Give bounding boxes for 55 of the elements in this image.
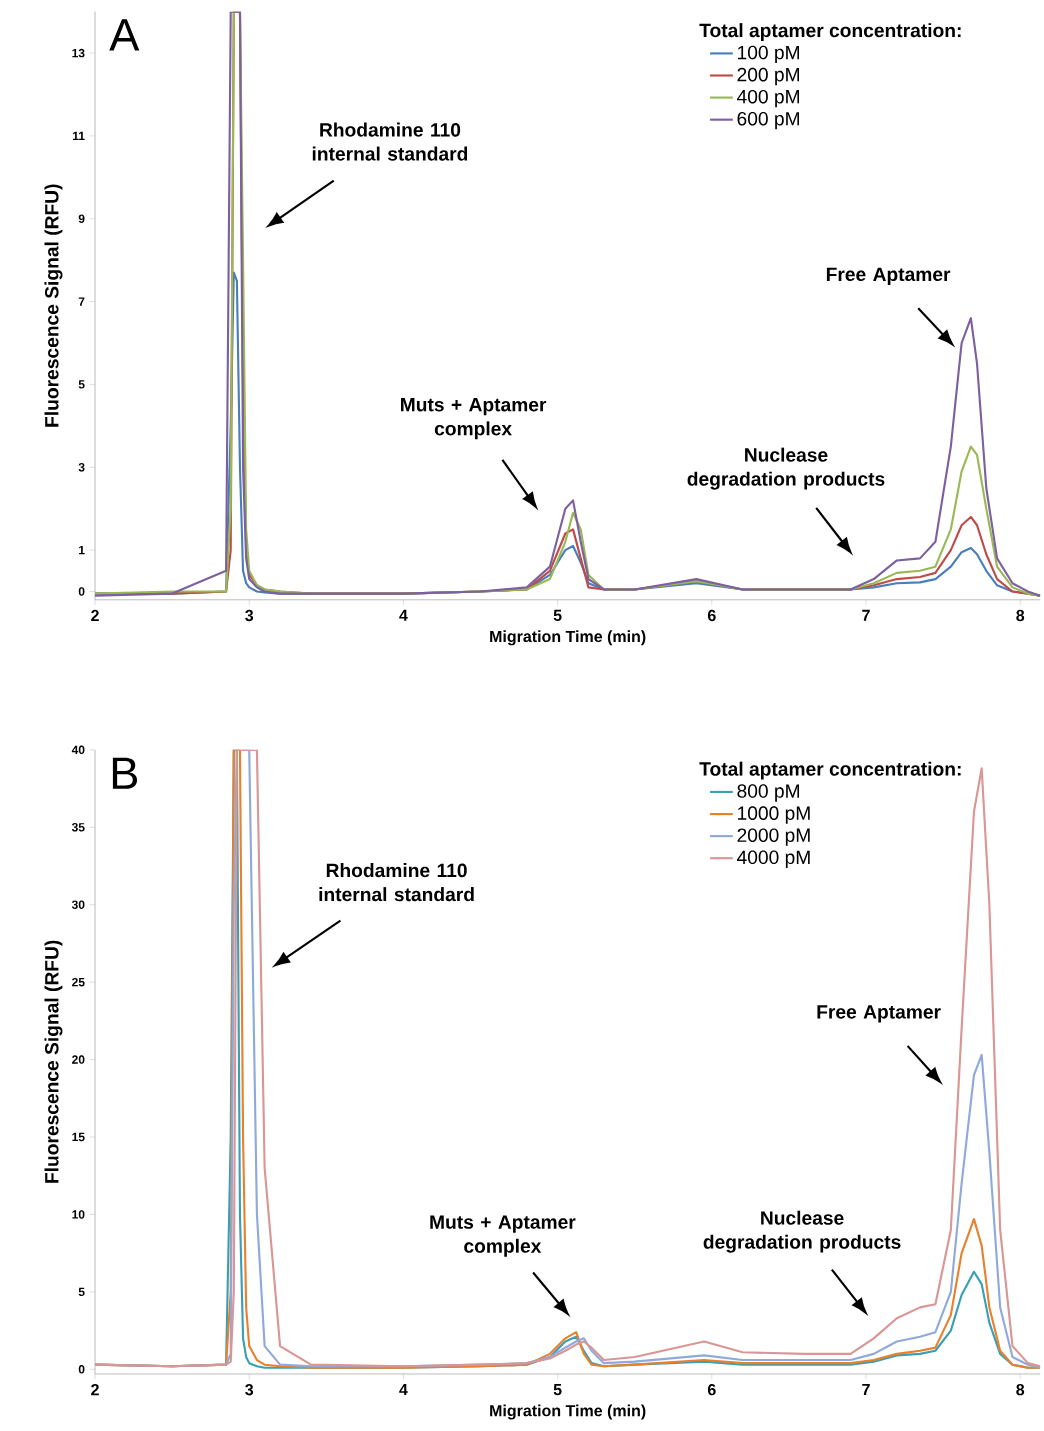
legend-label: 400 pM [736, 89, 799, 108]
y-tick-label: 3 [78, 462, 85, 472]
y-tick-label: 5 [78, 1287, 85, 1297]
y-tick-label: 30 [71, 900, 85, 909]
y-tick-label: 40 [71, 745, 85, 755]
x-tick-label: 5 [553, 1384, 562, 1396]
legend-title: Total aptamer concentration: [699, 23, 961, 42]
annotation: Nuclease degradation products [687, 447, 885, 490]
chart-title: B [112, 757, 137, 789]
annotation: Nuclease degradation products [703, 1210, 901, 1253]
y-tick-label: 15 [72, 1132, 85, 1142]
y-tick-label: 13 [72, 48, 85, 58]
y-tick-label: 9 [78, 214, 85, 223]
annotation: Rhodamine 110 internal standard [319, 863, 474, 902]
x-tick-label: 8 [1016, 1384, 1025, 1396]
legend-label: 2000 pM [737, 828, 810, 846]
y-axis-title: Fluorescence Signal (RFU) [44, 940, 63, 1183]
y-tick-label: 0 [78, 1365, 85, 1374]
legend-label: 600 pM [737, 111, 799, 130]
x-tick-label: 7 [862, 1384, 870, 1396]
y-tick-label: 25 [71, 977, 85, 987]
x-axis-title: Migration Time (min) [490, 1404, 646, 1420]
annotation: Muts + Aptamer complex [400, 398, 547, 440]
annotation: Rhodamine 110 internal standard [312, 122, 467, 161]
y-tick-label: 20 [71, 1055, 85, 1064]
x-tick-label: 5 [553, 609, 562, 621]
x-tick-label: 8 [1016, 609, 1025, 622]
annotation: Free Aptamer [826, 267, 951, 285]
y-tick-label: 7 [78, 297, 85, 306]
x-tick-label: 4 [399, 1384, 408, 1396]
y-tick-label: 1 [78, 545, 85, 555]
legend-label: 4000 pM [736, 850, 810, 868]
x-axis-title: Migration Time (min) [490, 630, 646, 646]
legend-title: Total aptamer concentration: [699, 761, 961, 780]
annotation: Free Aptamer [817, 1005, 941, 1023]
legend-label: 100 pM [737, 45, 799, 64]
y-tick-label: 10 [72, 1210, 85, 1219]
y-tick-label: 0 [78, 587, 85, 596]
x-tick-label: 4 [399, 609, 408, 621]
y-tick-label: 11 [72, 131, 85, 141]
y-axis-title: Fluorescence Signal (RFU) [44, 184, 63, 427]
x-tick-label: 2 [91, 1384, 99, 1396]
x-tick-label: 2 [91, 609, 99, 622]
annotation: Muts + Aptamer complex [430, 1215, 576, 1257]
x-tick-label: 7 [862, 609, 870, 621]
x-tick-label: 3 [245, 1384, 253, 1396]
x-tick-label: 3 [245, 609, 253, 622]
legend-label: 1000 pM [737, 806, 810, 824]
x-tick-label: 6 [707, 609, 716, 622]
legend-label: 800 pM [737, 784, 799, 802]
legend-label: 200 pM [737, 67, 799, 86]
y-tick-label: 5 [78, 380, 85, 389]
chart-title: A [109, 19, 140, 51]
y-tick-label: 35 [71, 823, 85, 832]
x-tick-label: 6 [707, 1384, 716, 1396]
